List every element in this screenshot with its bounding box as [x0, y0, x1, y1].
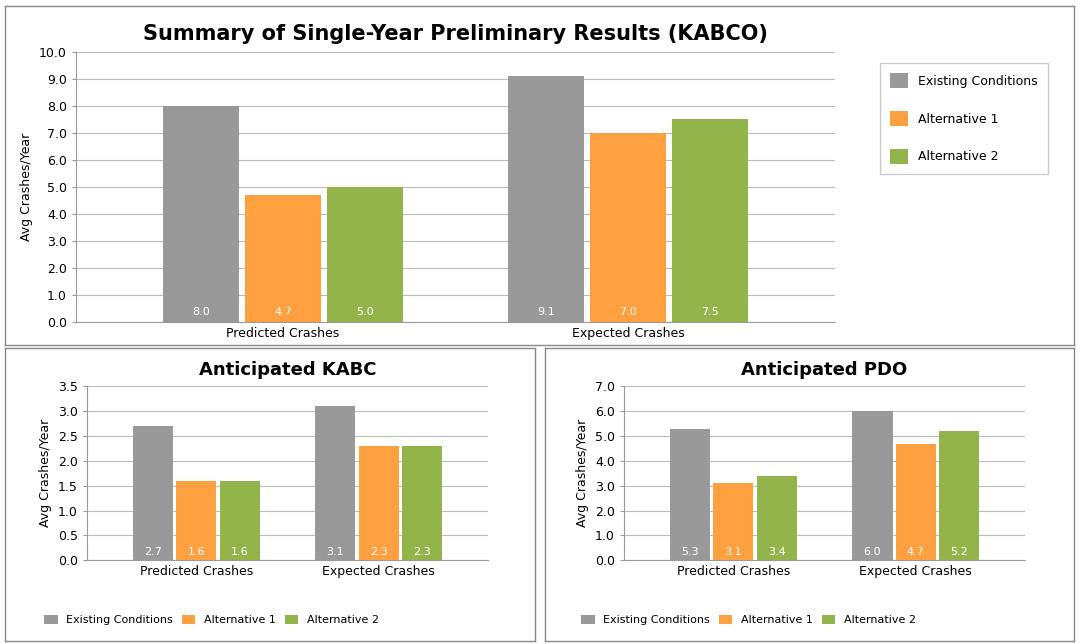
Bar — [163, 106, 239, 322]
Y-axis label: Avg Crashes/Year: Avg Crashes/Year — [576, 419, 589, 527]
Text: 5.3: 5.3 — [681, 547, 699, 557]
Text: 4.7: 4.7 — [907, 547, 924, 557]
Title: Summary of Single-Year Preliminary Results (KABCO): Summary of Single-Year Preliminary Resul… — [143, 24, 768, 44]
Legend: Existing Conditions, Alternative 1, Alternative 2: Existing Conditions, Alternative 1, Alte… — [44, 614, 380, 625]
Text: 5.2: 5.2 — [950, 547, 968, 557]
Text: 7.5: 7.5 — [702, 307, 719, 317]
Bar — [756, 476, 796, 560]
Bar — [896, 444, 936, 560]
Text: 3.4: 3.4 — [768, 547, 786, 557]
Y-axis label: Avg Crashes/Year: Avg Crashes/Year — [21, 133, 34, 241]
Text: 2.3: 2.3 — [413, 547, 431, 557]
Legend: Existing Conditions, Alternative 1, Alternative 2: Existing Conditions, Alternative 1, Alte… — [582, 614, 917, 625]
Text: 5.0: 5.0 — [356, 307, 374, 317]
Bar — [132, 426, 173, 560]
Text: 3.1: 3.1 — [327, 547, 344, 557]
Bar — [940, 431, 980, 560]
Text: 3.1: 3.1 — [725, 547, 742, 557]
Legend: Existing Conditions, Alternative 1, Alternative 2: Existing Conditions, Alternative 1, Alte… — [880, 63, 1048, 174]
Title: Anticipated KABC: Anticipated KABC — [199, 361, 376, 379]
Bar — [176, 481, 216, 560]
Text: 1.6: 1.6 — [231, 547, 248, 557]
Bar — [673, 119, 749, 322]
Bar — [713, 483, 753, 560]
Bar — [245, 195, 321, 322]
Text: 6.0: 6.0 — [864, 547, 881, 557]
Text: 9.1: 9.1 — [537, 307, 556, 317]
Text: 8.0: 8.0 — [192, 307, 209, 317]
Text: 2.3: 2.3 — [370, 547, 387, 557]
Text: 4.7: 4.7 — [275, 307, 292, 317]
Text: 2.7: 2.7 — [144, 547, 162, 557]
Bar — [403, 446, 443, 560]
Bar — [669, 429, 710, 560]
Bar — [359, 446, 399, 560]
Text: 7.0: 7.0 — [620, 307, 637, 317]
Text: 1.6: 1.6 — [188, 547, 205, 557]
Bar — [508, 76, 584, 322]
Bar — [853, 412, 893, 560]
Bar — [590, 133, 666, 322]
Title: Anticipated PDO: Anticipated PDO — [741, 361, 908, 379]
Bar — [316, 406, 356, 560]
Bar — [219, 481, 259, 560]
Bar — [328, 187, 404, 322]
Y-axis label: Avg Crashes/Year: Avg Crashes/Year — [39, 419, 52, 527]
